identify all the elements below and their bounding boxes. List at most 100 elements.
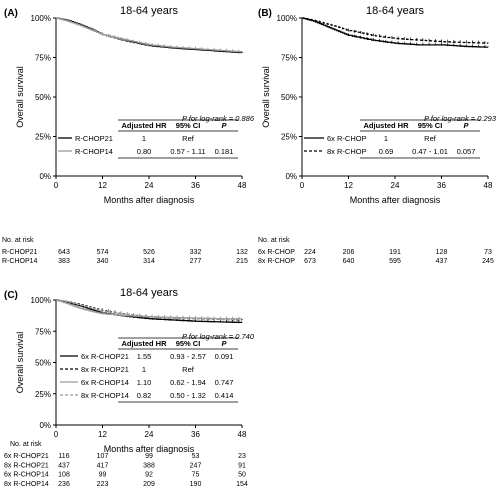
panel-c-at-risk-label: 6x R-CHOP21 [4, 453, 49, 460]
panel-a-y-axis-label: Overall survival [15, 66, 25, 128]
panel-a-y-tick-label: 0% [39, 172, 51, 181]
panel-b-y-tick-label: 75% [281, 54, 297, 63]
panel-c-at-risk-title: No. at risk [10, 441, 42, 448]
panel-c-x-axis-label: Months after diagnosis [104, 444, 195, 454]
panel-c-legend-label: 8x R-CHOP21 [81, 365, 129, 374]
panel-c-at-risk-value: 107 [97, 453, 109, 460]
panel-a-at-risk-value: 132 [236, 249, 248, 256]
panel-b-label: (B) [258, 8, 272, 19]
panel-c-table-ci: 0.93 - 2.57 [170, 352, 206, 361]
panel-c-at-risk-value: 91 [238, 462, 246, 469]
panel-a-legend-label: R-CHOP21 [75, 134, 113, 143]
panel-a-y-tick-label: 25% [35, 133, 51, 142]
panel-a-at-risk-value: 340 [97, 258, 109, 265]
panel-b-table-header: Adjusted HR [364, 121, 410, 130]
panel-a-at-risk-value: 277 [190, 258, 202, 265]
panel-b-table-hr: 1 [384, 134, 388, 143]
panel-b-logrank-text: P for log-rank = 0.293 [424, 114, 497, 123]
panel-c-legend-label: 8x R-CHOP14 [81, 391, 129, 400]
panel-c-x-tick-label: 0 [54, 430, 59, 439]
panel-b-at-risk-value: 73 [484, 249, 492, 256]
panel-a-y-tick-label: 100% [31, 14, 51, 23]
panel-b-at-risk-value: 673 [304, 258, 316, 265]
panel-c-at-risk-value: 23 [238, 453, 246, 460]
panel-a-table-header: Adjusted HR [122, 121, 168, 130]
panel-b-y-tick-label: 100% [277, 14, 297, 23]
panel-c-table-ci: Ref [182, 365, 195, 374]
panel-b-x-tick-label: 0 [300, 181, 305, 190]
panel-c-title: 18-64 years [120, 287, 179, 299]
panel-c-y-tick-label: 75% [35, 327, 51, 336]
panel-c-at-risk-value: 190 [190, 481, 202, 488]
panel-b-at-risk-title: No. at risk [258, 237, 290, 244]
panel-c-at-risk-value: 223 [97, 481, 109, 488]
panel-b-at-risk-value: 224 [304, 249, 316, 256]
panel-c-x-tick-label: 36 [191, 430, 200, 439]
panel-a-at-risk-label: R-CHOP21 [2, 249, 38, 256]
panel-b-at-risk-value: 206 [343, 249, 355, 256]
panel-a-x-tick-label: 24 [145, 181, 154, 190]
panel-c-at-risk-value: 108 [58, 472, 70, 479]
panel-c-table-header: P [221, 339, 227, 348]
panel-b-table-header: 95% CI [418, 121, 443, 130]
panel-b-x-tick-label: 24 [391, 181, 400, 190]
panel-c-table-hr: 1.10 [137, 378, 152, 387]
panel-a-table-ci: 0.57 - 1.11 [170, 147, 205, 156]
panel-c-y-tick-label: 50% [35, 359, 51, 368]
panel-a-x-tick-label: 48 [238, 181, 247, 190]
panel-a-label: (A) [4, 8, 18, 19]
panel-a-at-risk-value: 383 [58, 258, 70, 265]
panel-b-at-risk-label: 8x R-CHOP [258, 258, 295, 265]
panel-b-at-risk-value: 437 [436, 258, 448, 265]
panel-c-at-risk-label: 8x R-CHOP21 [4, 462, 49, 469]
panel-a-x-axis-label: Months after diagnosis [104, 195, 195, 205]
panel-c-at-risk-value: 50 [238, 472, 246, 479]
panel-c-y-tick-label: 100% [31, 296, 51, 305]
panel-c-x-tick-label: 24 [145, 430, 154, 439]
panel-c-x-tick-label: 12 [98, 430, 107, 439]
panel-b-table-ci: 0.47 - 1.01 [412, 147, 448, 156]
panel-c-table-p: 0.414 [215, 391, 234, 400]
panel-c-legend-label: 6x R-CHOP21 [81, 352, 129, 361]
panel-c-y-axis-label: Overall survival [15, 332, 25, 394]
panel-a-at-risk-value: 332 [190, 249, 202, 256]
panel-b-table-header: P [463, 121, 469, 130]
panel-c-at-risk-value: 53 [192, 453, 200, 460]
panel-c-at-risk-value: 116 [58, 453, 69, 460]
panel-a-logrank-text: P for log-rank = 0.886 [182, 114, 255, 123]
panel-c-table-header: Adjusted HR [122, 339, 168, 348]
panel-c-table-hr: 0.82 [137, 391, 152, 400]
panel-c-at-risk-value: 437 [58, 462, 70, 469]
panel-c-table-ci: 0.62 - 1.94 [170, 378, 206, 387]
panel-c-table-hr: 1 [142, 365, 146, 374]
panel-c-at-risk-label: 8x R-CHOP14 [4, 481, 49, 488]
panel-a-x-tick-label: 36 [191, 181, 200, 190]
panel-b-y-tick-label: 50% [281, 93, 297, 102]
panel-b-table-ci: Ref [424, 134, 437, 143]
panel-c-at-risk-value: 99 [145, 453, 153, 460]
panel-b-at-risk-value: 245 [482, 258, 494, 265]
panel-b-x-axis-label: Months after diagnosis [350, 195, 441, 205]
panel-b-x-tick-label: 36 [437, 181, 446, 190]
panel-c-y-tick-label: 25% [35, 390, 51, 399]
panel-c-table-p: 0.091 [215, 352, 234, 361]
panel-c-at-risk-value: 99 [99, 472, 107, 479]
panel-a-table-p: 0.181 [215, 147, 234, 156]
panel-c-legend-label: 6x R-CHOP14 [81, 378, 129, 387]
panel-b-legend-label: 8x R-CHOP [327, 147, 367, 156]
panel-a-at-risk-title: No. at risk [2, 237, 34, 244]
panel-a-table-ci: Ref [182, 134, 195, 143]
panel-b-legend-label: 6x R-CHOP [327, 134, 367, 143]
panel-a-at-risk-value: 574 [97, 249, 109, 256]
panel-b-table-hr: 0.69 [379, 147, 394, 156]
panel-c-table-hr: 1.55 [137, 352, 152, 361]
panel-b-at-risk-label: 6x R-CHOP [258, 249, 295, 256]
panel-c-at-risk-value: 154 [236, 481, 248, 488]
panel-c-at-risk-value: 388 [143, 462, 155, 469]
panel-a-series-1-line [56, 17, 243, 54]
panel-a-x-tick-label: 0 [54, 181, 59, 190]
panel-b-x-tick-label: 12 [344, 181, 353, 190]
panel-b-series-1-line [302, 17, 489, 48]
panel-c-at-risk-value: 247 [190, 462, 202, 469]
panel-c-table-ci: 0.50 - 1.32 [170, 391, 206, 400]
